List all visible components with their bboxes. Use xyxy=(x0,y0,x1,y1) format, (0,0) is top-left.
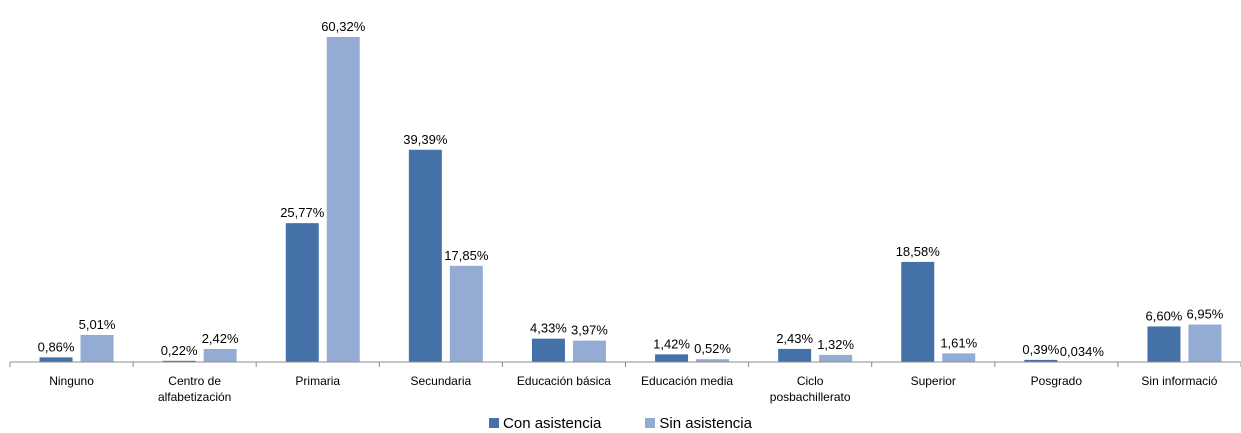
bar-sin-asistencia-9 xyxy=(1188,324,1222,362)
bar-con-asistencia-2 xyxy=(285,223,319,362)
data-label-sin-asistencia-4: 3,97% xyxy=(571,323,608,338)
legend-label-con-asistencia: Con asistencia xyxy=(503,414,602,432)
data-label-sin-asistencia-3: 17,85% xyxy=(444,248,489,263)
x-tick-label-8: Posgrado xyxy=(1031,374,1083,388)
legend-item-con-asistencia: Con asistencia xyxy=(489,415,601,432)
bar-con-asistencia-8 xyxy=(1024,359,1058,362)
x-tick-label-6: Ciclo posbachillerato xyxy=(770,374,851,404)
bar-sin-asistencia-6 xyxy=(819,354,853,362)
data-label-con-asistencia-7: 18,58% xyxy=(896,244,941,259)
bar-con-asistencia-1 xyxy=(162,360,196,362)
data-label-sin-asistencia-7: 1,61% xyxy=(940,335,977,350)
legend-swatch-con-asistencia xyxy=(489,418,500,428)
x-tick-label-5: Educación media xyxy=(641,374,733,388)
legend-swatch-sin-asistencia xyxy=(645,418,656,428)
legend-item-sin-asistencia: Sin asistencia xyxy=(645,415,752,432)
data-label-sin-asistencia-6: 1,32% xyxy=(817,337,854,352)
bar-con-asistencia-6 xyxy=(778,348,812,362)
data-label-con-asistencia-2: 25,77% xyxy=(280,205,325,220)
x-tick-label-2: Primaria xyxy=(295,374,340,388)
bar-sin-asistencia-4 xyxy=(572,340,606,362)
data-label-con-asistencia-3: 39,39% xyxy=(403,132,448,147)
bar-sin-asistencia-0 xyxy=(80,335,114,362)
data-label-sin-asistencia-5: 0,52% xyxy=(694,341,731,356)
bar-sin-asistencia-1 xyxy=(203,348,237,362)
bar-sin-asistencia-3 xyxy=(449,265,483,362)
x-tick-label-3: Secundaria xyxy=(410,374,471,388)
x-tick-label-1: Centro de alfabetización xyxy=(158,374,231,404)
data-label-con-asistencia-9: 6,60% xyxy=(1146,308,1183,323)
data-label-con-asistencia-8: 0,39% xyxy=(1022,342,1059,357)
data-label-sin-asistencia-2: 60,32% xyxy=(321,19,366,34)
bar-sin-asistencia-2 xyxy=(326,37,360,362)
bar-con-asistencia-5 xyxy=(655,354,689,362)
data-label-sin-asistencia-1: 2,42% xyxy=(202,331,239,346)
data-label-con-asistencia-5: 1,42% xyxy=(653,336,690,351)
data-label-con-asistencia-4: 4,33% xyxy=(530,321,567,336)
data-label-sin-asistencia-9: 6,95% xyxy=(1187,307,1224,322)
data-label-con-asistencia-1: 0,22% xyxy=(161,343,198,358)
data-label-sin-asistencia-0: 5,01% xyxy=(79,317,116,332)
bar-con-asistencia-3 xyxy=(408,149,442,362)
x-tick-label-7: Superior xyxy=(911,374,956,388)
x-tick-label-9: Sin informació xyxy=(1141,374,1217,388)
chart-legend: Con asistencia Sin asistencia xyxy=(0,414,1241,432)
data-label-con-asistencia-0: 0,86% xyxy=(38,339,75,354)
bar-sin-asistencia-7 xyxy=(942,353,976,362)
data-label-sin-asistencia-8: 0,034% xyxy=(1060,344,1105,359)
x-tick-label-4: Educación básica xyxy=(517,374,611,388)
data-label-con-asistencia-6: 2,43% xyxy=(776,331,813,346)
bar-con-asistencia-7 xyxy=(901,261,935,362)
bar-con-asistencia-0 xyxy=(39,357,73,362)
bar-con-asistencia-4 xyxy=(531,338,565,362)
x-tick-label-0: Ninguno xyxy=(49,374,94,388)
chart-plot: 0,86% 0,22% 25,77% 39,39% 4,33% 1,42% 2,43% 18,… xyxy=(9,19,1241,404)
legend-label-sin-asistencia: Sin asistencia xyxy=(659,414,752,432)
bar-sin-asistencia-5 xyxy=(696,359,730,362)
bar-con-asistencia-9 xyxy=(1147,326,1181,362)
